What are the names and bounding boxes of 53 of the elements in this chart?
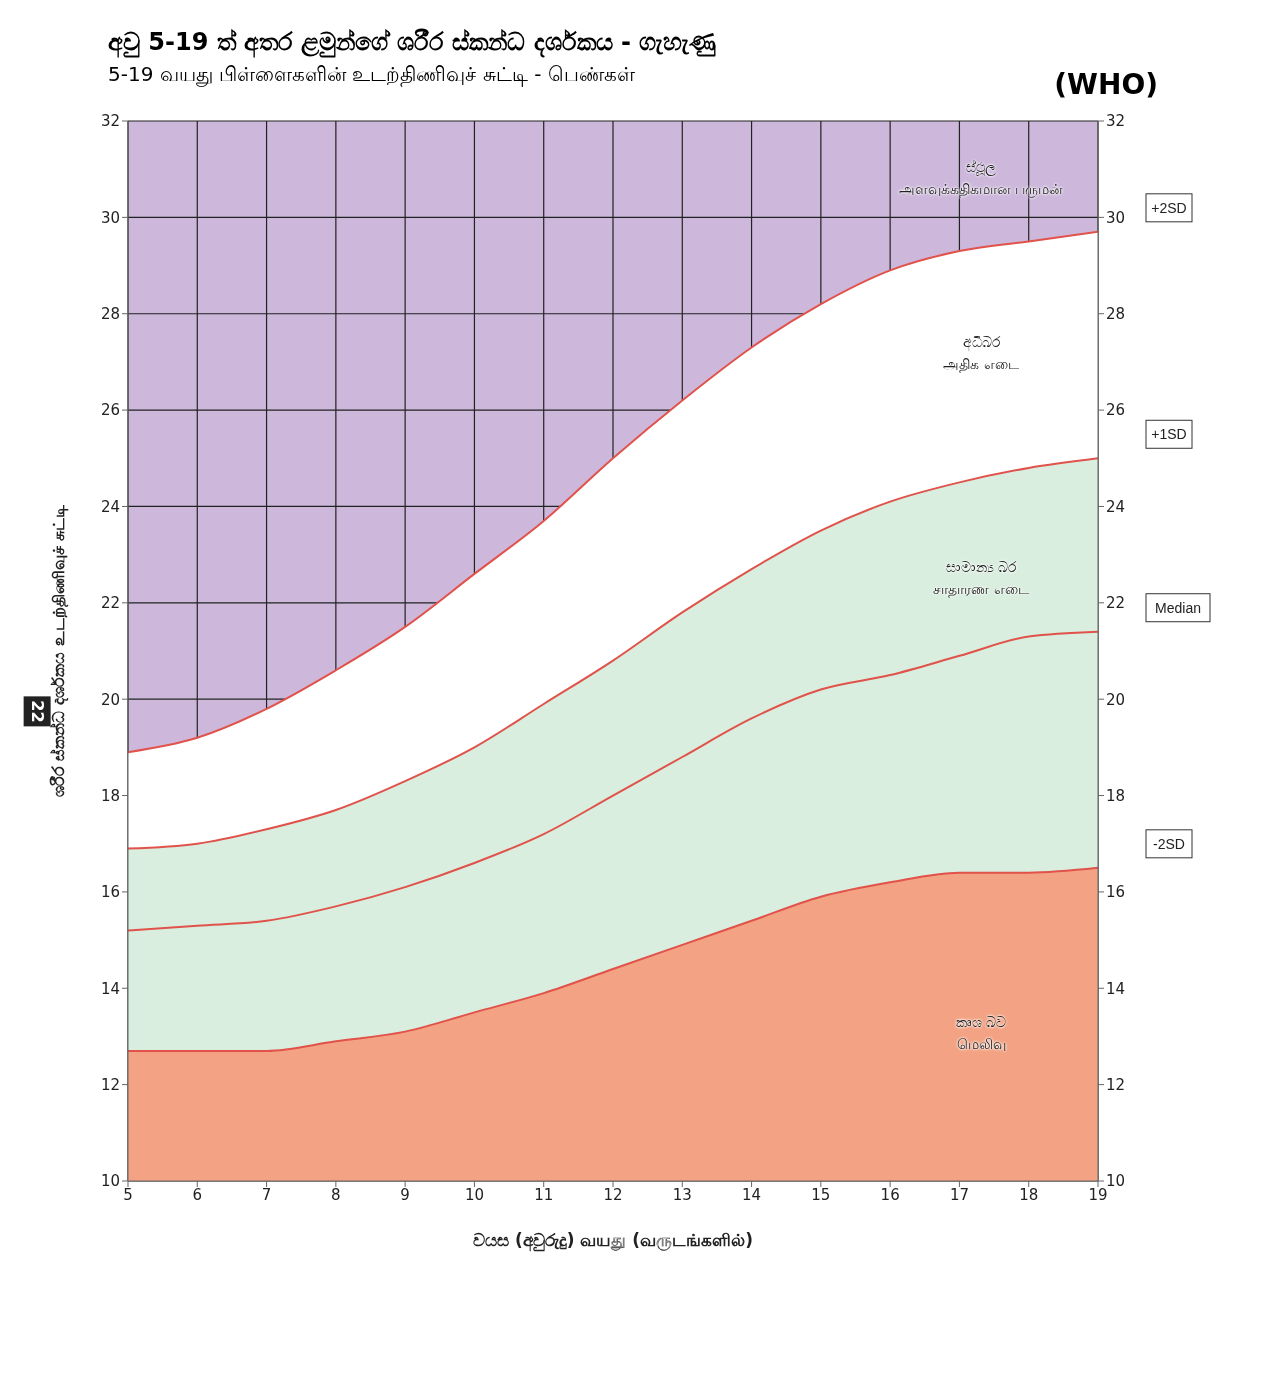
text: (WHO) <box>1054 68 1158 101</box>
y2-tick-label: 26 <box>1106 401 1126 420</box>
x-tick-label: 15 <box>811 1185 831 1204</box>
text: Median <box>1155 599 1201 616</box>
x-tick-label: 13 <box>672 1185 692 1204</box>
x-tick-label: 6 <box>192 1185 203 1204</box>
y2-tick-label: 22 <box>1106 594 1126 613</box>
y2-tick-label: 14 <box>1106 979 1126 998</box>
y-tick-label: 32 <box>100 112 120 131</box>
x-tick-label: 16 <box>880 1185 900 1204</box>
y-tick-label: 12 <box>100 1075 120 1094</box>
y2-tick-label: 18 <box>1106 786 1126 805</box>
chart-subtitle: 5-19 வயது பிள்ளைகளின் உடற்திணிவுச் சுட்டி - பெண்கள் <box>108 62 636 88</box>
y-tick-label: 24 <box>100 497 120 516</box>
y2-tick-label: 20 <box>1106 690 1126 709</box>
y-tick-label: 18 <box>100 786 120 805</box>
y2-tick-label: 12 <box>1106 1075 1126 1094</box>
y-tick-label: 28 <box>100 305 120 324</box>
annotation: සාමාන්‍ය බර சாதாரண எடை <box>932 558 1030 600</box>
line-series <box>128 630 1098 932</box>
y-tick-label: 22 <box>100 594 120 613</box>
x-tick-label: 12 <box>603 1185 623 1204</box>
x-tick-label: 17 <box>949 1185 969 1204</box>
chart-title: අවු 5-19 ත් අතර ළමුන්ගේ ශරීර ස්කන්ධ දර්ශකය - ගැහැණු <box>108 28 717 56</box>
annotation: අධිබර அதிக எடை <box>942 333 1020 375</box>
text: +2SD <box>1151 199 1187 216</box>
text: +1SD <box>1151 426 1187 443</box>
y-axis-title: ශරීර ස්කන්ධ දර්ශකය உடற்திணிவுச் சுட்டி <box>48 504 69 798</box>
x-tick-label: 19 <box>1088 1185 1108 1204</box>
x-tick-label: 10 <box>464 1185 484 1204</box>
y-tick-label: 16 <box>100 883 120 902</box>
y-tick-label: 20 <box>100 690 120 709</box>
y2-tick-label: 16 <box>1106 883 1126 902</box>
y2-tick-label: 30 <box>1106 208 1126 227</box>
y-tick-label: 14 <box>100 979 120 998</box>
y2-tick-label: 28 <box>1106 305 1126 324</box>
x-tick-label: 8 <box>331 1185 341 1204</box>
text: 22 <box>23 696 51 727</box>
y2-tick-label: 32 <box>1106 112 1126 131</box>
x-tick-label: 11 <box>534 1185 554 1204</box>
y-tick-label: 10 <box>100 1172 120 1191</box>
x-tick-label: 18 <box>1019 1185 1039 1204</box>
y-tick-label: 30 <box>100 208 120 227</box>
y2-tick-label: 24 <box>1106 497 1126 516</box>
y2-tick-label: 10 <box>1106 1172 1126 1191</box>
y-tick-label: 26 <box>100 401 120 420</box>
x-tick-label: 7 <box>261 1185 272 1204</box>
x-tick-label: 9 <box>400 1185 410 1204</box>
x-axis-title: වයස (අවුරුදු) வயது (வருடங்களில்) <box>473 1230 753 1252</box>
text: -2SD <box>1153 835 1185 852</box>
x-tick-label: 14 <box>742 1185 762 1204</box>
x-tick-label: 5 <box>123 1185 133 1204</box>
annotation: කෘශ බව மெலிவு <box>954 1013 1008 1054</box>
